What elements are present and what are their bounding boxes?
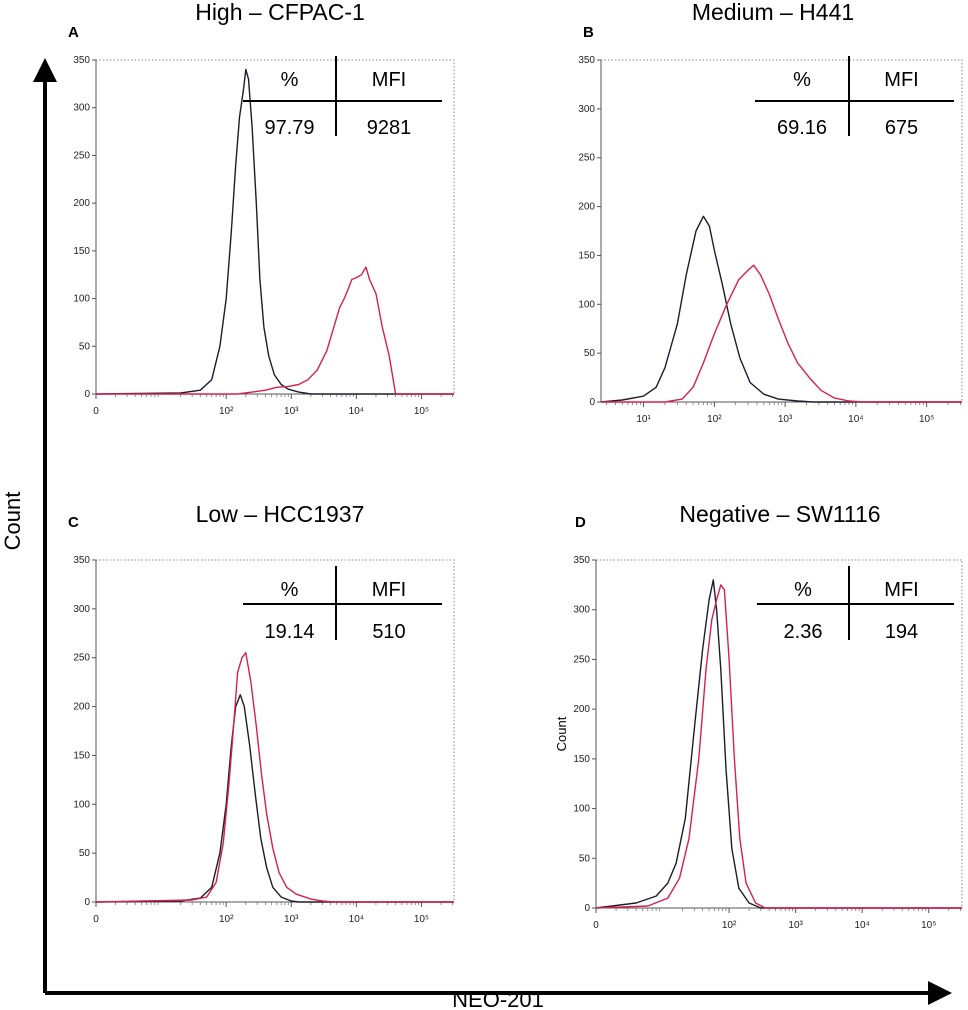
stats-header-percent: % — [281, 579, 299, 601]
y-tick-label: 300 — [73, 103, 90, 114]
series-stained-line — [96, 266, 454, 395]
x-tick-label: 10³ — [778, 414, 793, 425]
stats-value-mfi: 9281 — [367, 117, 412, 139]
y-tick-label: 50 — [79, 848, 91, 859]
stats-value-percent: 2.36 — [784, 621, 823, 643]
y-tick-label: 0 — [584, 903, 590, 914]
panel-letter: A — [68, 24, 79, 41]
y-tick-label: 250 — [573, 654, 590, 665]
y-tick-label: 50 — [79, 341, 91, 352]
plot-frame — [95, 59, 455, 395]
y-tick-label: 200 — [73, 702, 90, 713]
big-y-axis-arrowhead — [33, 58, 57, 82]
panel-title: Low – HCC1937 — [196, 501, 365, 527]
y-tick-label: 250 — [578, 153, 595, 164]
x-tick-label: 0 — [593, 920, 599, 931]
y-tick-label: 200 — [578, 202, 595, 213]
y-tick-label: 250 — [73, 150, 90, 161]
x-tick-label: 10² — [219, 914, 234, 925]
series-stained-line — [95, 652, 454, 903]
inner-y-axis-label: Count — [554, 716, 569, 751]
stats-value-percent: 19.14 — [264, 621, 314, 643]
stats-header-percent: % — [793, 69, 811, 91]
stats-header-percent: % — [281, 69, 299, 91]
series-stained-line — [595, 584, 962, 909]
y-tick-label: 150 — [73, 246, 90, 257]
x-tick-label: 10² — [722, 920, 737, 931]
y-tick-label: 350 — [73, 55, 90, 66]
x-tick-label: 10⁴ — [848, 414, 863, 425]
y-tick-label: 200 — [73, 198, 90, 209]
x-tick-label: 10³ — [284, 914, 299, 925]
y-tick-label: 300 — [73, 604, 90, 615]
big-x-axis-arrowhead — [928, 981, 952, 1005]
x-tick-label: 0 — [93, 406, 99, 417]
stats-value-percent: 97.79 — [264, 117, 314, 139]
series-control-line — [95, 694, 454, 903]
panel-title: Medium – H441 — [692, 0, 854, 25]
x-tick-label: 10⁴ — [349, 914, 364, 925]
panel-c: C Low – HCC1937 0 50 100 150 200 250 300 350 0 10² 1… — [68, 501, 455, 925]
panel-title: Negative – SW1116 — [679, 501, 880, 527]
y-tick-label: 0 — [589, 397, 595, 408]
y-tick-label: 350 — [573, 555, 590, 566]
big-x-axis-label: NEO-201 — [452, 987, 544, 1010]
x-tick-label: 10⁵ — [414, 914, 429, 925]
y-tick-label: 100 — [573, 804, 590, 815]
panel-b: B Medium – H441 0 50 100 150 200 250 300 350 10¹ 10… — [578, 0, 963, 425]
panel-letter: C — [68, 514, 79, 531]
panel-a: A High – CFPAC-1 0 50 100 150 200 250 300 350 0 10²… — [68, 0, 455, 417]
y-tick-label: 100 — [578, 299, 595, 310]
series-control-line — [95, 68, 454, 395]
plot-frame — [600, 59, 963, 403]
x-tick-label: 10⁴ — [349, 406, 364, 417]
y-tick-label: 100 — [73, 799, 90, 810]
y-tick-label: 50 — [579, 853, 591, 864]
big-y-axis-label: Count — [0, 492, 25, 551]
x-tick-label: 10¹ — [636, 414, 651, 425]
y-tick-label: 0 — [84, 389, 90, 400]
stats-header-mfi: MFI — [884, 69, 918, 91]
y-tick-label: 150 — [573, 754, 590, 765]
x-tick-label: 10⁵ — [921, 920, 936, 931]
stats-header-mfi: MFI — [372, 69, 406, 91]
panel-d: D Negative – SW1116 0 50 100 150 200 250 300 350 0… — [554, 501, 963, 931]
panel-title: High – CFPAC-1 — [195, 0, 365, 25]
y-tick-label: 250 — [73, 653, 90, 664]
x-tick-label: 10³ — [788, 920, 803, 931]
stats-header-mfi: MFI — [372, 579, 406, 601]
panel-letter: B — [583, 24, 594, 41]
stats-header-percent: % — [794, 579, 812, 601]
x-tick-label: 10⁴ — [854, 920, 869, 931]
y-tick-label: 350 — [73, 555, 90, 566]
panel-letter: D — [575, 514, 586, 531]
y-tick-label: 150 — [73, 750, 90, 761]
y-tick-label: 300 — [578, 104, 595, 115]
y-tick-label: 150 — [578, 250, 595, 261]
y-tick-label: 350 — [578, 55, 595, 66]
x-tick-label: 10⁵ — [919, 414, 934, 425]
y-tick-label: 100 — [73, 294, 90, 305]
stats-value-percent: 69.16 — [777, 117, 827, 139]
x-tick-label: 0 — [93, 914, 99, 925]
stats-value-mfi: 675 — [885, 117, 918, 139]
plot-frame — [95, 559, 455, 903]
stats-header-mfi: MFI — [884, 579, 918, 601]
y-tick-label: 300 — [573, 605, 590, 616]
x-tick-label: 10² — [707, 414, 722, 425]
series-control-line — [600, 215, 962, 403]
stats-value-mfi: 510 — [372, 621, 405, 643]
x-tick-label: 10² — [219, 406, 234, 417]
x-tick-label: 10⁵ — [414, 406, 429, 417]
series-stained-line — [601, 264, 962, 403]
y-tick-label: 0 — [84, 897, 90, 908]
y-tick-label: 50 — [584, 348, 596, 359]
x-tick-label: 10³ — [284, 406, 299, 417]
stats-value-mfi: 194 — [885, 621, 918, 643]
plot-frame — [595, 559, 963, 909]
series-control-line — [595, 579, 962, 909]
y-tick-label: 200 — [573, 704, 590, 715]
